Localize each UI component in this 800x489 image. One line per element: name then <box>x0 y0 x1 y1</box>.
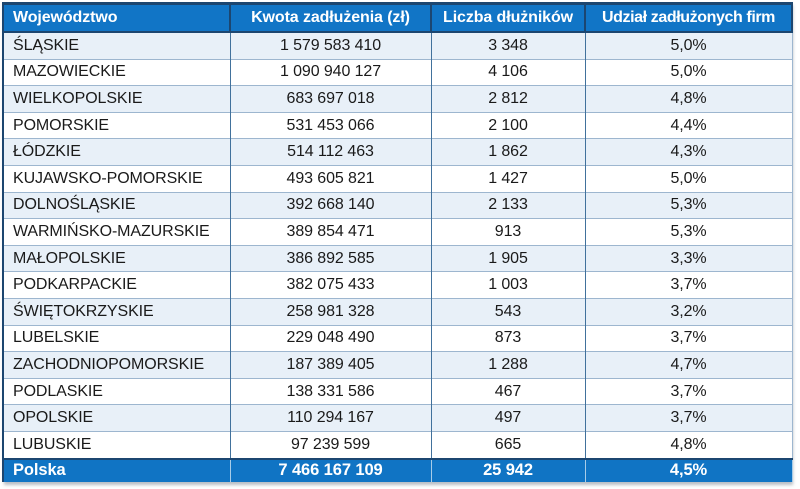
debt-by-voivodeship-table: Województwo Kwota zadłużenia (zł) Liczba… <box>2 2 793 482</box>
table-row: ZACHODNIOPOMORSKIE 187 389 405 1 288 4,7… <box>2 351 793 379</box>
table-row: LUBELSKIE 229 048 490 873 3,7% <box>2 324 793 352</box>
table-footer: Polska 7 466 167 109 25 942 4,5% <box>2 457 793 482</box>
cell-wojewodztwo: WARMIŃSKO-MAZURSKIE <box>2 218 230 246</box>
cell-liczba: 2 133 <box>430 191 585 219</box>
cell-wojewodztwo: PODKARPACKIE <box>2 271 230 299</box>
cell-udzial: 4,8% <box>584 430 793 459</box>
cell-wojewodztwo: DOLNOŚLĄSKIE <box>2 191 230 219</box>
cell-wojewodztwo: PODLASKIE <box>2 377 230 405</box>
cell-liczba: 1 905 <box>430 244 585 272</box>
column-header-liczba-dluznikow: Liczba dłużników <box>430 2 585 33</box>
cell-wojewodztwo: KUJAWSKO-POMORSKIE <box>2 164 230 193</box>
cell-liczba: 1 003 <box>430 271 585 299</box>
table-header: Województwo Kwota zadłużenia (zł) Liczba… <box>2 2 793 33</box>
cell-kwota: 229 048 490 <box>229 324 431 352</box>
cell-kwota: 187 389 405 <box>229 351 431 379</box>
cell-kwota: 110 294 167 <box>229 404 431 432</box>
header-row: Województwo Kwota zadłużenia (zł) Liczba… <box>2 2 793 33</box>
table-row: ŚLĄSKIE 1 579 583 410 3 348 5,0% <box>2 32 793 60</box>
column-header-kwota-zadluzenia: Kwota zadłużenia (zł) <box>229 2 431 33</box>
cell-kwota: 514 112 463 <box>229 138 431 166</box>
table-body: ŚLĄSKIE 1 579 583 410 3 348 5,0% MAZOWIE… <box>2 32 793 459</box>
cell-wojewodztwo: WIELKOPOLSKIE <box>2 85 230 113</box>
cell-udzial: 3,7% <box>584 271 793 299</box>
table-row: WIELKOPOLSKIE 683 697 018 2 812 4,8% <box>2 85 793 113</box>
table-row: POMORSKIE 531 453 066 2 100 4,4% <box>2 111 793 139</box>
cell-wojewodztwo: MAŁOPOLSKIE <box>2 244 230 272</box>
cell-udzial: 3,7% <box>584 324 793 352</box>
cell-udzial: 4,8% <box>584 85 793 113</box>
table-row: ŁÓDZKIE 514 112 463 1 862 4,3% <box>2 138 793 166</box>
cell-liczba: 543 <box>430 297 585 326</box>
cell-wojewodztwo: LUBELSKIE <box>2 324 230 352</box>
table-row: OPOLSKIE 110 294 167 497 3,7% <box>2 404 793 432</box>
cell-liczba: 665 <box>430 430 585 459</box>
cell-udzial: 3,3% <box>584 244 793 272</box>
table-row: MAŁOPOLSKIE 386 892 585 1 905 3,3% <box>2 244 793 272</box>
cell-udzial: 4,3% <box>584 138 793 166</box>
cell-udzial: 5,0% <box>584 164 793 193</box>
cell-udzial: 5,0% <box>584 58 793 86</box>
cell-wojewodztwo: ŚLĄSKIE <box>2 32 230 60</box>
cell-wojewodztwo: MAZOWIECKIE <box>2 58 230 86</box>
cell-kwota: 1 090 940 127 <box>229 58 431 86</box>
cell-kwota: 683 697 018 <box>229 85 431 113</box>
cell-kwota: 138 331 586 <box>229 377 431 405</box>
cell-udzial: 4,7% <box>584 351 793 379</box>
table-row: WARMIŃSKO-MAZURSKIE 389 854 471 913 5,3% <box>2 218 793 246</box>
cell-kwota: 97 239 599 <box>229 430 431 459</box>
table-row: PODLASKIE 138 331 586 467 3,7% <box>2 377 793 405</box>
cell-liczba: 497 <box>430 404 585 432</box>
table-row: KUJAWSKO-POMORSKIE 493 605 821 1 427 5,0… <box>2 164 793 193</box>
footer-total-liczba: 25 942 <box>430 457 585 482</box>
cell-liczba: 1 427 <box>430 164 585 193</box>
table-row: LUBUSKIE 97 239 599 665 4,8% <box>2 430 793 459</box>
table-row: ŚWIĘTOKRZYSKIE 258 981 328 543 3,2% <box>2 297 793 326</box>
cell-udzial: 4,4% <box>584 111 793 139</box>
cell-kwota: 389 854 471 <box>229 218 431 246</box>
cell-liczba: 1 288 <box>430 351 585 379</box>
cell-liczba: 2 812 <box>430 85 585 113</box>
column-header-udzial-zadluzonych: Udział zadłużonych firm <box>584 2 793 33</box>
cell-kwota: 493 605 821 <box>229 164 431 193</box>
cell-liczba: 1 862 <box>430 138 585 166</box>
cell-kwota: 258 981 328 <box>229 297 431 326</box>
total-row: Polska 7 466 167 109 25 942 4,5% <box>2 457 793 482</box>
cell-udzial: 5,3% <box>584 191 793 219</box>
cell-kwota: 382 075 433 <box>229 271 431 299</box>
cell-kwota: 386 892 585 <box>229 244 431 272</box>
cell-udzial: 3,2% <box>584 297 793 326</box>
cell-wojewodztwo: LUBUSKIE <box>2 430 230 459</box>
cell-wojewodztwo: ZACHODNIOPOMORSKIE <box>2 351 230 379</box>
cell-kwota: 1 579 583 410 <box>229 32 431 60</box>
column-header-wojewodztwo: Województwo <box>2 2 230 33</box>
cell-wojewodztwo: ŁÓDZKIE <box>2 138 230 166</box>
cell-udzial: 5,3% <box>584 218 793 246</box>
cell-liczba: 2 100 <box>430 111 585 139</box>
footer-total-udzial: 4,5% <box>584 457 793 482</box>
cell-udzial: 5,0% <box>584 32 793 60</box>
cell-udzial: 3,7% <box>584 404 793 432</box>
table-row: MAZOWIECKIE 1 090 940 127 4 106 5,0% <box>2 58 793 86</box>
cell-liczba: 873 <box>430 324 585 352</box>
cell-wojewodztwo: POMORSKIE <box>2 111 230 139</box>
cell-kwota: 531 453 066 <box>229 111 431 139</box>
cell-liczba: 913 <box>430 218 585 246</box>
cell-liczba: 3 348 <box>430 32 585 60</box>
cell-liczba: 467 <box>430 377 585 405</box>
table-row: DOLNOŚLĄSKIE 392 668 140 2 133 5,3% <box>2 191 793 219</box>
footer-total-kwota: 7 466 167 109 <box>229 457 431 482</box>
debt-table-container: Województwo Kwota zadłużenia (zł) Liczba… <box>2 2 793 482</box>
cell-wojewodztwo: OPOLSKIE <box>2 404 230 432</box>
table-row: PODKARPACKIE 382 075 433 1 003 3,7% <box>2 271 793 299</box>
footer-total-label: Polska <box>2 457 230 482</box>
cell-udzial: 3,7% <box>584 377 793 405</box>
cell-liczba: 4 106 <box>430 58 585 86</box>
cell-kwota: 392 668 140 <box>229 191 431 219</box>
cell-wojewodztwo: ŚWIĘTOKRZYSKIE <box>2 297 230 326</box>
